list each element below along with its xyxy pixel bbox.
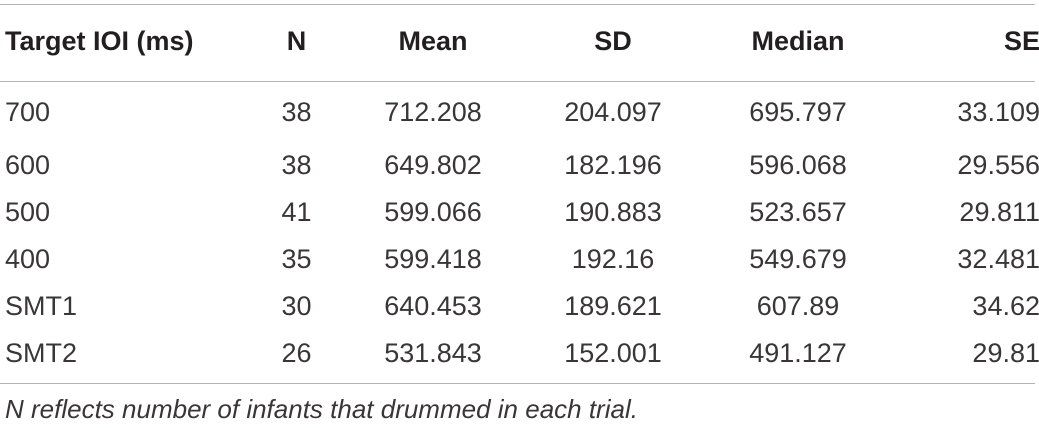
column-header-median: Median <box>751 25 845 56</box>
cell-sd: 152.001 <box>564 338 662 368</box>
cell-median: 491.127 <box>749 338 847 368</box>
cell-n: 30 <box>281 291 312 321</box>
table-row: 400 35 599.418 192.16 549.679 32.481 <box>0 236 1039 283</box>
cell-mean: 599.066 <box>384 197 482 227</box>
cell-sd: 189.621 <box>564 291 662 321</box>
table-row: 700 38 712.208 204.097 695.797 33.109 <box>0 82 1039 142</box>
cell-target-ioi: 700 <box>5 96 51 127</box>
cell-se: 34.62 <box>972 291 1039 321</box>
cell-se: 29.811 <box>959 197 1039 227</box>
column-header-target-ioi: Target IOI (ms) <box>5 25 194 56</box>
cell-median: 596.068 <box>749 150 847 180</box>
table-footnote: N reflects number of infants that drumme… <box>5 394 638 424</box>
column-header-n: N <box>286 25 307 56</box>
cell-se: 29.81 <box>972 338 1039 368</box>
cell-target-ioi: SMT2 <box>5 338 78 368</box>
table-header-row: Target IOI (ms) N Mean SD Median SE <box>0 0 1039 82</box>
cell-target-ioi: 400 <box>5 244 51 274</box>
cell-se: 29.556 <box>957 150 1039 180</box>
cell-n: 38 <box>281 96 312 127</box>
table-row: SMT2 26 531.843 152.001 491.127 29.81 <box>0 330 1039 377</box>
table-row: 500 41 599.066 190.883 523.657 29.811 <box>0 189 1039 236</box>
cell-mean: 640.453 <box>384 291 482 321</box>
column-header-sd: SD <box>594 25 632 56</box>
cell-se: 32.481 <box>957 244 1039 274</box>
table-header-rule <box>0 81 1035 82</box>
cell-sd: 182.196 <box>564 150 662 180</box>
cell-median: 549.679 <box>749 244 847 274</box>
cell-n: 38 <box>281 150 312 180</box>
cell-sd: 192.16 <box>571 244 655 274</box>
cell-target-ioi: 600 <box>5 150 51 180</box>
cell-mean: 712.208 <box>384 96 482 127</box>
table-bottom-rule <box>0 383 1035 384</box>
cell-sd: 190.883 <box>564 197 662 227</box>
table-top-rule <box>0 4 1035 5</box>
table-row: 600 38 649.802 182.196 596.068 29.556 <box>0 142 1039 189</box>
cell-n: 35 <box>281 244 312 274</box>
table-row: SMT1 30 640.453 189.621 607.89 34.62 <box>0 283 1039 330</box>
cell-median: 523.657 <box>749 197 847 227</box>
cell-mean: 649.802 <box>384 150 482 180</box>
data-table: Target IOI (ms) N Mean SD Median SE 700 … <box>0 0 1039 377</box>
cell-n: 41 <box>281 197 312 227</box>
cell-median: 695.797 <box>749 96 847 127</box>
cell-n: 26 <box>281 338 312 368</box>
cell-target-ioi: SMT1 <box>5 291 78 321</box>
cell-mean: 531.843 <box>384 338 482 368</box>
column-header-mean: Mean <box>398 25 468 56</box>
column-header-se: SE <box>1003 25 1039 56</box>
cell-median: 607.89 <box>756 291 840 321</box>
cell-mean: 599.418 <box>384 244 482 274</box>
cell-sd: 204.097 <box>564 96 662 127</box>
cell-target-ioi: 500 <box>5 197 51 227</box>
cell-se: 33.109 <box>957 96 1039 127</box>
